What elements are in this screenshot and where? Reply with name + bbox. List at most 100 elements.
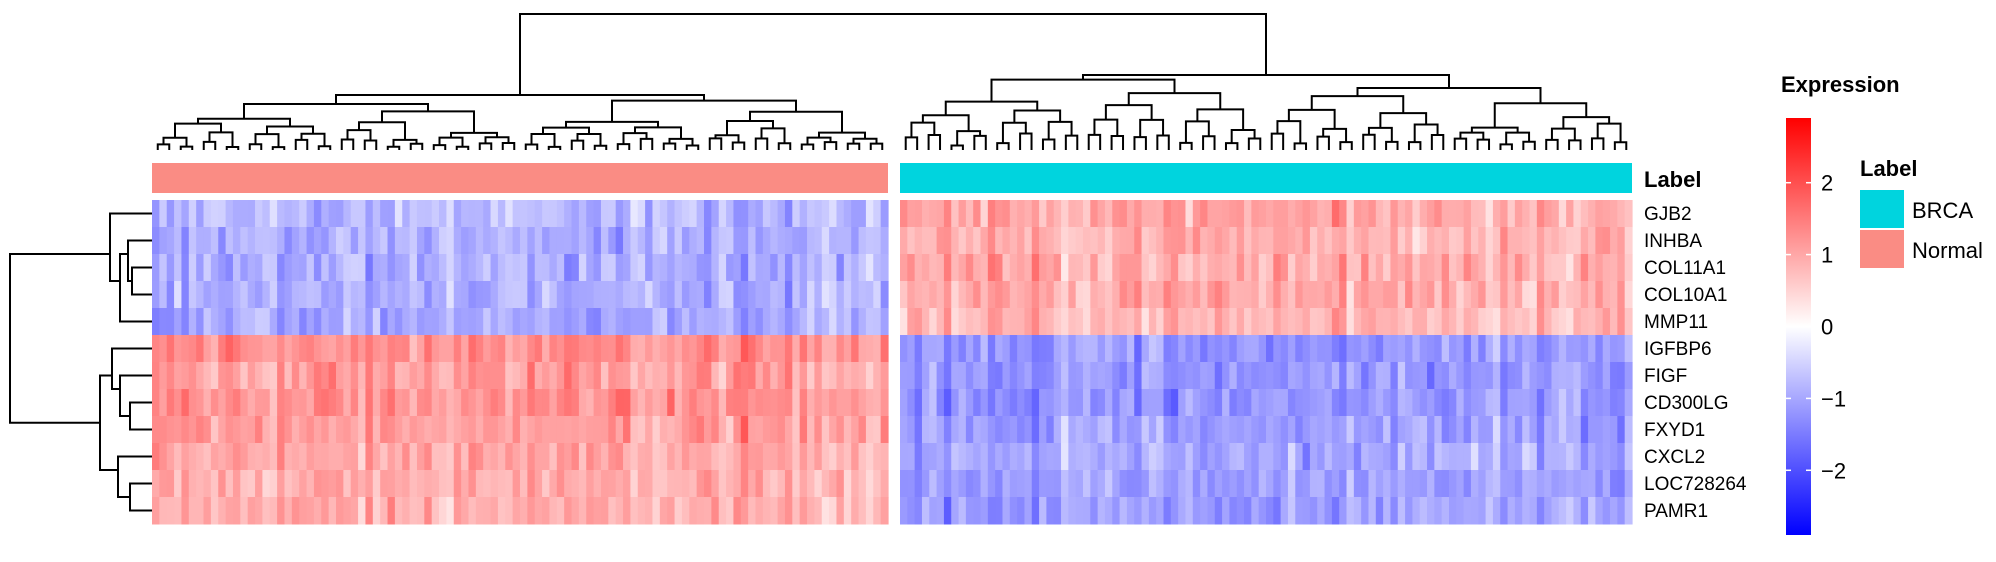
- heatmap-cell: [1009, 443, 1018, 471]
- heatmap-cell: [336, 443, 344, 471]
- heatmap-cell: [306, 308, 315, 336]
- heatmap-cell: [1251, 308, 1260, 336]
- heatmap-cell: [1441, 200, 1450, 228]
- heatmap-cell: [1214, 443, 1223, 471]
- heatmap-cell: [1134, 497, 1143, 525]
- heatmap-cell: [1009, 416, 1018, 444]
- heatmap-cell: [358, 362, 367, 390]
- heatmap-cell: [365, 389, 374, 417]
- heatmap-cell: [394, 362, 403, 390]
- heatmap-cell: [380, 254, 389, 282]
- heatmap-cell: [980, 416, 989, 444]
- heatmap-cell: [520, 308, 528, 336]
- heatmap-cell: [483, 308, 492, 336]
- heatmap-cell: [1251, 362, 1260, 390]
- dendrogram-branch: [1184, 120, 1210, 143]
- heatmap-cell: [777, 335, 786, 363]
- heatmap-cell: [951, 497, 960, 525]
- heatmap-cell: [1126, 308, 1135, 336]
- heatmap-cell: [328, 497, 337, 525]
- heatmap-cell: [1558, 362, 1567, 390]
- heatmap-cell: [1595, 308, 1604, 336]
- heatmap-cell: [1119, 470, 1128, 498]
- heatmap-cell: [1178, 416, 1187, 444]
- heatmap-cell: [1185, 389, 1194, 417]
- heatmap-cell: [1061, 335, 1069, 363]
- heatmap-cell: [1463, 254, 1472, 282]
- dendrogram-branch: [156, 143, 171, 150]
- heatmap-cell: [1295, 308, 1304, 336]
- heatmap-cell: [1449, 497, 1457, 525]
- heatmap-cell: [726, 281, 735, 309]
- heatmap-cell: [372, 416, 381, 444]
- heatmap-cell: [1053, 227, 1062, 255]
- heatmap-cell: [1580, 470, 1589, 498]
- dendrogram-branch: [1385, 140, 1399, 150]
- heatmap-cell: [1507, 281, 1516, 309]
- heatmap-cell: [623, 389, 631, 417]
- heatmap-cell: [328, 389, 337, 417]
- heatmap-cell: [674, 281, 683, 309]
- heatmap-cell: [1075, 389, 1084, 417]
- heatmap-cell: [1595, 416, 1604, 444]
- heatmap-cell: [1602, 227, 1611, 255]
- heatmap-cell: [152, 281, 160, 309]
- heatmap-cell: [1427, 227, 1435, 255]
- heatmap-cell: [166, 443, 175, 471]
- heatmap-cell: [943, 335, 952, 363]
- heatmap-cell: [1017, 497, 1026, 525]
- heatmap-cell: [748, 362, 757, 390]
- heatmap-cell: [1273, 362, 1282, 390]
- heatmap-cell: [681, 497, 690, 525]
- heatmap-cell: [1507, 443, 1516, 471]
- heatmap-cell: [1075, 227, 1084, 255]
- heatmap-cell: [1324, 308, 1333, 336]
- heatmap-cell: [836, 389, 845, 417]
- heatmap-cell: [740, 254, 749, 282]
- heatmap-cell: [232, 470, 241, 498]
- heatmap-cell: [1324, 335, 1333, 363]
- heatmap-cell: [936, 200, 945, 228]
- heatmap-cell: [1192, 200, 1201, 228]
- heatmap-cell: [1361, 362, 1370, 390]
- heatmap-cell: [1580, 497, 1589, 525]
- heatmap-cell: [973, 335, 982, 363]
- heatmap-cell: [1624, 254, 1633, 282]
- heatmap-cell: [291, 227, 300, 255]
- heatmap-cell: [520, 389, 528, 417]
- heatmap-cell: [1427, 335, 1435, 363]
- heatmap-cell: [1200, 389, 1209, 417]
- heatmap-cell: [1368, 362, 1377, 390]
- heatmap-cell: [181, 254, 190, 282]
- heatmap-cell: [203, 200, 212, 228]
- heatmap-cell: [1353, 227, 1362, 255]
- heatmap-cell: [1566, 416, 1575, 444]
- heatmap-cell: [1522, 470, 1531, 498]
- heatmap-cell: [225, 443, 234, 471]
- heatmap-cell: [1061, 470, 1069, 498]
- heatmap-cell: [600, 497, 609, 525]
- heatmap-cell: [542, 362, 551, 390]
- heatmap-cell: [578, 227, 587, 255]
- heatmap-cell: [1456, 254, 1465, 282]
- heatmap-cell: [784, 254, 793, 282]
- heatmap-cell: [1244, 308, 1252, 336]
- heatmap-cell: [181, 470, 190, 498]
- heatmap-cell: [512, 308, 521, 336]
- heatmap-cell: [914, 497, 923, 525]
- heatmap-cell: [210, 254, 219, 282]
- heatmap-cell: [1222, 497, 1230, 525]
- heatmap-cell: [1456, 227, 1465, 255]
- heatmap-cell: [232, 227, 241, 255]
- heatmap-cell: [1419, 443, 1428, 471]
- heatmap-cell: [1463, 389, 1472, 417]
- heatmap-cell: [608, 200, 617, 228]
- heatmap-cell: [777, 362, 786, 390]
- dendrogram-branch: [576, 133, 602, 146]
- dendrogram-branch: [119, 253, 152, 323]
- heatmap-cell: [1478, 389, 1487, 417]
- heatmap-cell: [995, 254, 1004, 282]
- heatmap-cell: [900, 497, 908, 525]
- heatmap-cell: [1463, 335, 1472, 363]
- heatmap-cell: [1412, 308, 1421, 336]
